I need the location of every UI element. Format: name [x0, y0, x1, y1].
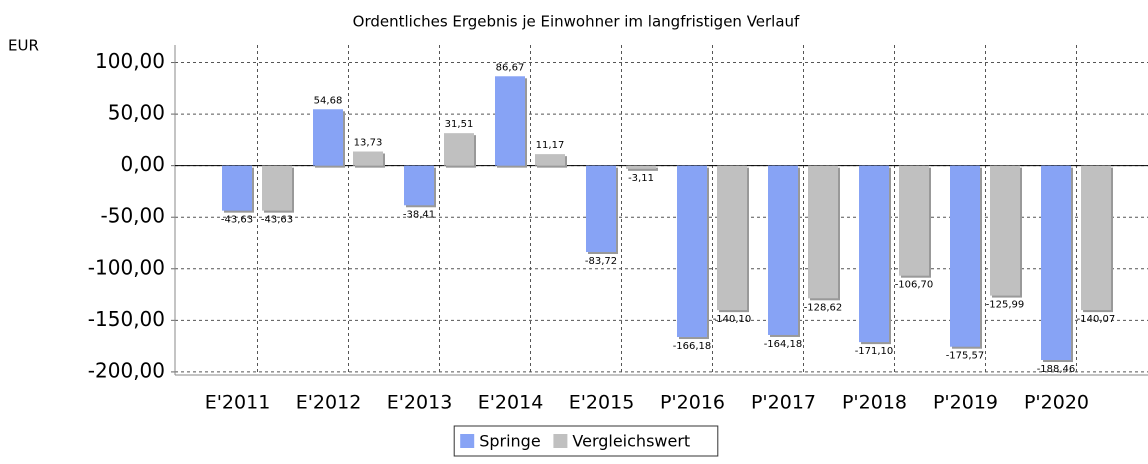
- value-label: 13,73: [354, 137, 383, 148]
- x-tick-label: P'2018: [842, 392, 907, 414]
- bar: [313, 109, 343, 166]
- value-label: -140,07: [1077, 314, 1116, 325]
- x-tick-label: P'2017: [751, 392, 816, 414]
- value-label: -140,10: [713, 314, 752, 325]
- y-tick-label: 100,00: [95, 49, 165, 73]
- legend: Springe Vergleichswert: [453, 425, 719, 457]
- bar: [586, 165, 616, 252]
- bar: [899, 165, 929, 276]
- legend-label: Springe: [479, 432, 540, 451]
- bar: [950, 165, 980, 347]
- value-label: -175,57: [946, 351, 985, 362]
- bar: [808, 165, 838, 299]
- value-label: 31,51: [445, 119, 474, 130]
- bar-shadow: [628, 167, 658, 171]
- value-label: -128,62: [804, 302, 843, 313]
- x-tick-label: E'2011: [205, 392, 271, 414]
- value-label: -43,63: [261, 215, 293, 226]
- value-label: 54,68: [314, 95, 343, 106]
- chart-title: Ordentliches Ergebnis je Einwohner im la…: [353, 13, 800, 31]
- bar: [353, 151, 383, 166]
- bar: [444, 133, 474, 166]
- value-label: 11,17: [536, 140, 565, 151]
- x-tick-label: P'2019: [933, 392, 998, 414]
- value-label: -3,11: [628, 173, 654, 184]
- value-label: -125,99: [986, 300, 1025, 311]
- y-tick-label: 50,00: [108, 101, 165, 125]
- x-tick-label: P'2020: [1024, 392, 1089, 414]
- bar: [1081, 165, 1111, 311]
- value-label: -166,18: [673, 341, 712, 352]
- legend-swatch: [460, 434, 475, 448]
- y-tick-label: 0,00: [120, 152, 165, 176]
- y-tick-label: -50,00: [101, 204, 165, 228]
- bar: [859, 165, 889, 343]
- bar: [535, 154, 565, 166]
- bar: [626, 165, 656, 169]
- bar: [768, 165, 798, 335]
- bar: [677, 165, 707, 338]
- bar: [717, 165, 747, 311]
- bar: [495, 76, 525, 166]
- y-tick-label: -150,00: [88, 307, 165, 331]
- legend-swatch: [553, 434, 568, 448]
- bar: [262, 165, 292, 211]
- legend-box: [453, 425, 719, 457]
- bar: [222, 165, 252, 211]
- value-label: -38,41: [403, 209, 435, 220]
- x-tick-label: E'2013: [387, 392, 453, 414]
- bar: [990, 165, 1020, 296]
- legend-label: Vergleichswert: [572, 432, 690, 451]
- x-tick-label: E'2014: [478, 392, 544, 414]
- x-tick-label: E'2012: [296, 392, 362, 414]
- value-label: 86,67: [496, 62, 525, 73]
- bar: [1041, 165, 1071, 361]
- y-tick-label: -200,00: [88, 358, 165, 382]
- value-label: -171,10: [855, 346, 894, 357]
- y-tick-label: -100,00: [88, 255, 165, 279]
- bar: [404, 165, 434, 206]
- x-tick-label: P'2016: [660, 392, 725, 414]
- value-label: -43,63: [221, 215, 253, 226]
- y-axis-label: EUR: [8, 37, 39, 55]
- x-tick-label: E'2015: [569, 392, 635, 414]
- value-label: -106,70: [895, 280, 934, 291]
- value-label: -164,18: [764, 339, 803, 350]
- value-label: -83,72: [585, 256, 617, 267]
- value-label: -188,46: [1037, 364, 1076, 375]
